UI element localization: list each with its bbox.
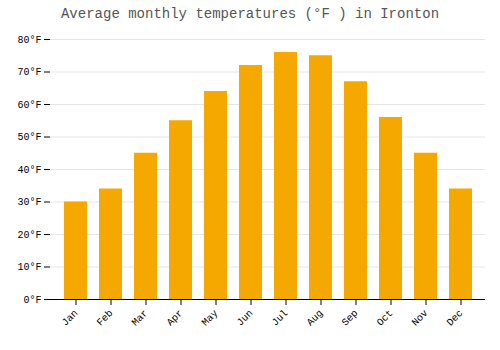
svg-text:20°F: 20°F bbox=[17, 230, 41, 241]
svg-text:Feb: Feb bbox=[95, 308, 116, 329]
svg-text:Jun: Jun bbox=[235, 308, 256, 329]
html-text:Average monthly temperatures (: Average monthly temperatures (°F ) in Ir… bbox=[61, 6, 439, 22]
svg-text:May: May bbox=[200, 308, 221, 329]
svg-text:Sep: Sep bbox=[340, 308, 361, 329]
svg-text:70°F: 70°F bbox=[17, 67, 41, 78]
svg-text:Jul: Jul bbox=[270, 308, 291, 329]
svg-text:30°F: 30°F bbox=[17, 197, 41, 208]
svg-text:Mar: Mar bbox=[130, 308, 151, 329]
svg-text:60°F: 60°F bbox=[17, 100, 41, 111]
svg-text:40°F: 40°F bbox=[17, 165, 41, 176]
svg-text:0°F: 0°F bbox=[23, 295, 41, 306]
svg-text:Nov: Nov bbox=[410, 308, 431, 329]
svg-text:Apr: Apr bbox=[165, 308, 186, 329]
svg-text:Aug: Aug bbox=[305, 308, 326, 329]
svg-text:80°F: 80°F bbox=[17, 35, 41, 46]
svg-text:50°F: 50°F bbox=[17, 132, 41, 143]
svg-text:Jan: Jan bbox=[60, 308, 81, 329]
svg-text:Oct: Oct bbox=[375, 308, 396, 329]
svg-text:Dec: Dec bbox=[445, 308, 466, 329]
svg-text:10°F: 10°F bbox=[17, 262, 41, 273]
